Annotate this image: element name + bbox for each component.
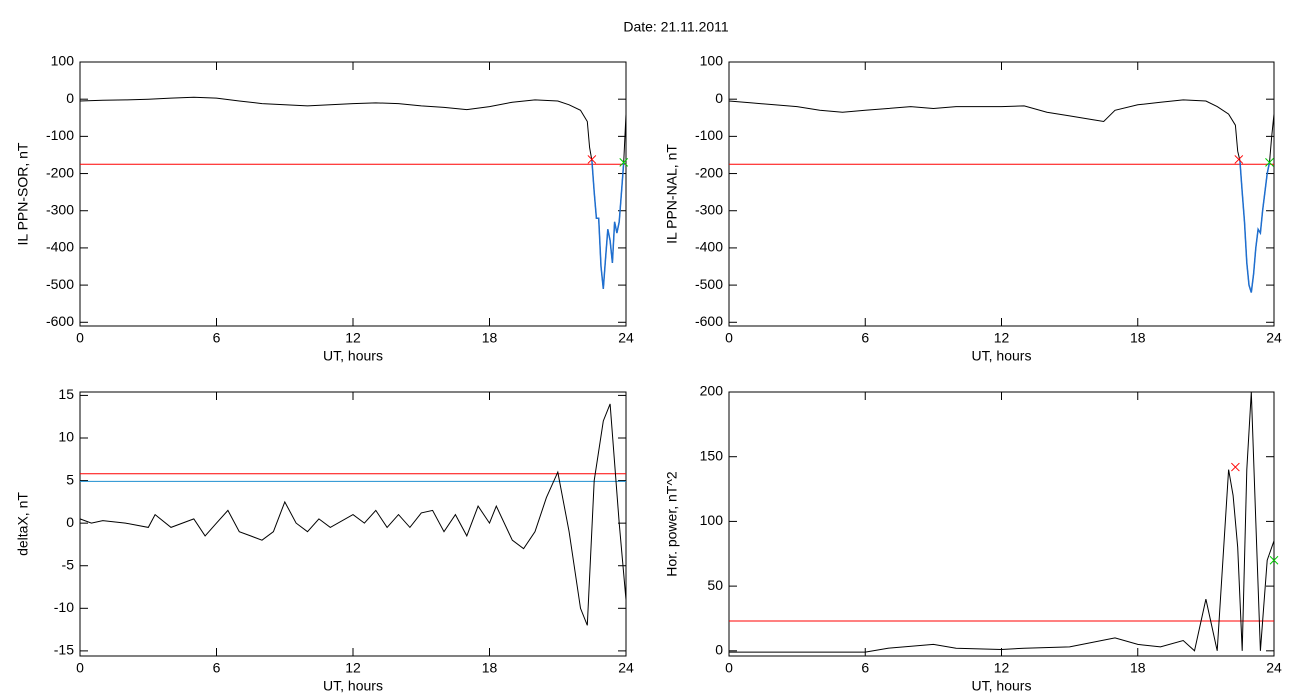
y-tick-label: -15 [54,642,74,658]
x-axis-label: UT, hours [323,348,383,364]
x-tick-label: 12 [994,660,1010,676]
y-tick-label: 150 [700,447,724,463]
y-tick-label: -200 [46,164,74,180]
y-tick-label: 50 [707,577,723,593]
data-line [1239,160,1271,293]
x-tick-label: 18 [482,330,498,346]
x-tick-label: 6 [861,330,869,346]
y-tick-label: 100 [51,53,75,69]
x-tick-label: 12 [345,660,361,676]
x-tick-label: 18 [482,660,498,676]
event-marker [619,158,629,167]
x-tick-label: 24 [618,330,634,346]
event-marker [1234,155,1244,164]
x-tick-label: 0 [725,660,733,676]
y-tick-label: -200 [695,164,723,180]
x-tick-label: 0 [76,330,84,346]
event-marker [1231,462,1240,472]
data-line [591,160,625,289]
y-tick-label: 15 [58,386,74,402]
y-tick-label: 5 [66,471,74,487]
data-line [728,99,1275,293]
y-tick-label: 100 [700,512,724,528]
event-marker [1265,158,1274,167]
event-marker [1269,555,1279,565]
x-tick-label: 24 [1266,660,1282,676]
y-tick-label: -400 [695,239,723,255]
x-tick-label: 18 [1130,660,1146,676]
y-tick-label: -100 [695,127,723,143]
y-tick-label: -100 [46,127,74,143]
y-tick-label: -600 [695,313,723,329]
y-tick-label: -300 [46,201,74,217]
x-tick-label: 12 [994,330,1010,346]
y-tick-label: -300 [695,201,723,217]
event-marker [587,155,597,164]
y-tick-label: 0 [66,90,74,106]
y-tick-label: 0 [66,514,74,530]
y-tick-label: 100 [700,53,724,69]
y-tick-label: -500 [46,276,74,292]
x-axis-label: UT, hours [972,678,1032,694]
y-tick-label: 0 [715,90,723,106]
x-axis-label: UT, hours [972,348,1032,364]
y-tick-label: -400 [46,239,74,255]
y-tick-label: -10 [54,599,74,615]
y-tick-label: -500 [695,276,723,292]
y-axis-label: IL PPN-NAL, nT [664,144,680,244]
plot-frame [728,61,1275,327]
x-tick-label: 6 [861,660,869,676]
x-tick-label: 6 [213,330,221,346]
x-tick-label: 12 [345,330,361,346]
x-tick-label: 18 [1130,330,1146,346]
y-axis-label: Hor. power, nT^2 [664,471,680,577]
plot-frame [79,61,627,327]
x-tick-label: 24 [1266,330,1282,346]
x-axis-label: UT, hours [323,678,383,694]
x-tick-label: 0 [725,330,733,346]
figure-title: Date: 21.11.2011 [623,19,729,35]
y-axis-label: deltaX, nT [15,492,31,556]
plot-frame [728,391,1275,657]
y-tick-label: 10 [58,429,74,445]
data-line [79,403,627,626]
y-tick-label: 200 [700,383,724,399]
data-line [729,391,1275,653]
plot-frame [79,391,627,657]
x-tick-label: 6 [213,660,221,676]
x-tick-label: 0 [76,660,84,676]
y-axis-label: IL PPN-SOR, nT [15,142,31,245]
y-tick-label: -600 [46,313,74,329]
data-line [79,96,627,289]
y-tick-label: 0 [715,642,723,658]
x-tick-label: 24 [618,660,634,676]
y-tick-label: -5 [62,556,75,572]
